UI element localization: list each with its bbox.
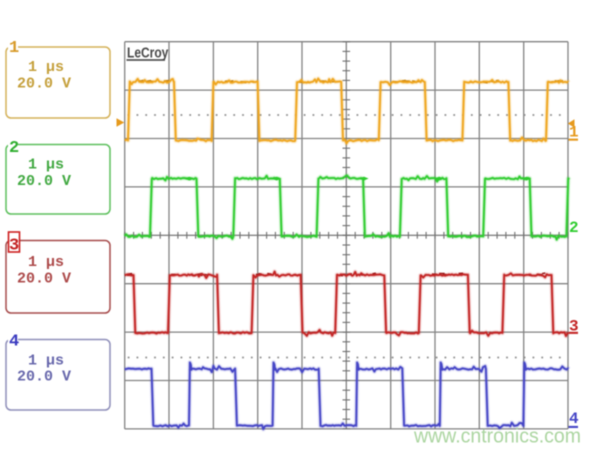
svg-text:3: 3 — [569, 318, 579, 336]
svg-text:20.0 V: 20.0 V — [17, 271, 71, 288]
svg-text:LeCroy: LeCroy — [127, 44, 169, 61]
svg-text:4: 4 — [9, 333, 19, 352]
svg-text:20.0 V: 20.0 V — [17, 76, 71, 93]
svg-text:1: 1 — [569, 124, 579, 142]
svg-text:1 µs: 1 µs — [28, 59, 64, 76]
svg-text:2: 2 — [569, 219, 579, 237]
svg-text:www.cntronics.com: www.cntronics.com — [413, 426, 581, 448]
svg-text:1 µs: 1 µs — [28, 157, 64, 174]
svg-text:3: 3 — [9, 237, 19, 256]
svg-text:4: 4 — [569, 410, 579, 428]
svg-text:2: 2 — [9, 139, 19, 158]
svg-text:20.0 V: 20.0 V — [17, 173, 71, 190]
svg-text:20.0 V: 20.0 V — [17, 369, 71, 386]
svg-text:1: 1 — [9, 39, 19, 58]
svg-text:1 µs: 1 µs — [28, 254, 64, 271]
svg-text:1 µs: 1 µs — [28, 353, 64, 370]
